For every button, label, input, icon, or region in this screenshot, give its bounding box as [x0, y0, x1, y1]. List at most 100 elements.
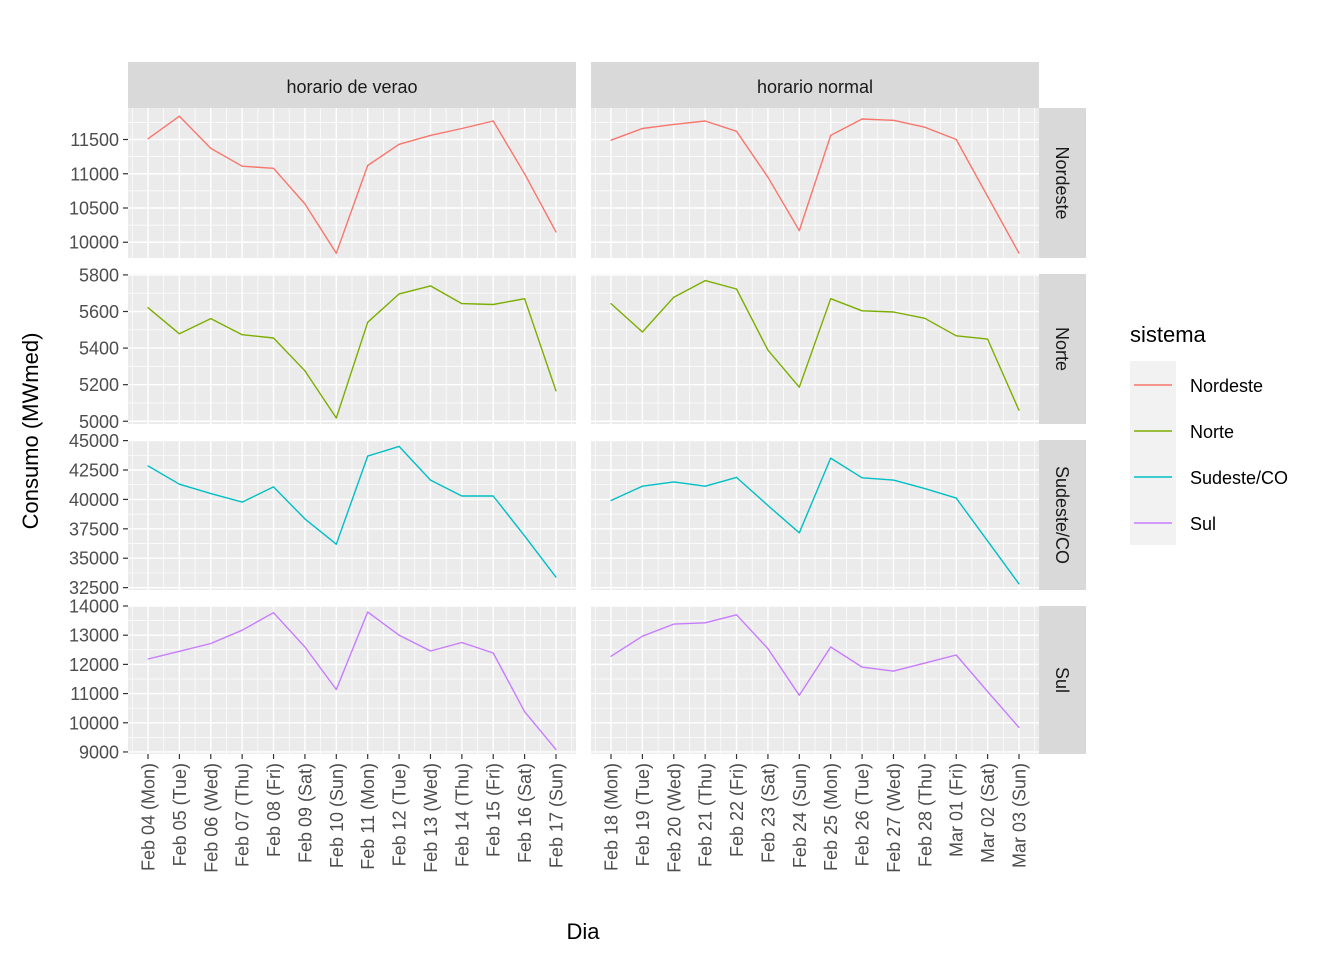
y-tick-label: 5400 — [79, 339, 119, 359]
data-point — [735, 130, 738, 132]
series-line-sul — [147, 611, 557, 751]
y-axis-sudeste-co: 32500 35000 37500 40000 42500 45000 — [69, 431, 128, 598]
legend-entries: Nordeste Norte Sudeste/CO Sul — [1134, 376, 1288, 534]
data-point — [673, 296, 675, 298]
strip-background — [591, 62, 1039, 108]
data-point — [987, 338, 989, 340]
data-point — [492, 495, 494, 497]
x-axis-title: Dia — [566, 919, 600, 944]
data-point — [178, 115, 180, 117]
data-point — [610, 139, 612, 141]
x-tick-label: Feb 20 (Wed) — [664, 763, 684, 873]
data-point — [398, 143, 400, 145]
data-point — [335, 688, 337, 691]
data-point — [429, 650, 432, 652]
x-tick-label: Feb 09 (Sat) — [295, 763, 315, 863]
data-point — [398, 445, 400, 447]
series-line-norte — [610, 279, 1020, 411]
x-tick-label: Mar 02 (Sat) — [978, 763, 998, 863]
data-point — [861, 310, 863, 312]
data-point — [367, 321, 369, 323]
legend-entry-nordeste: Nordeste — [1134, 376, 1263, 396]
panel-horario-normal-sul — [591, 605, 1039, 754]
x-tick-label: Feb 27 (Wed) — [884, 763, 904, 873]
strip-background — [1039, 108, 1086, 258]
legend-title: sistema — [1130, 322, 1207, 347]
x-tick-label: Feb 26 (Tue) — [853, 763, 873, 866]
strip-col-horario-normal: horario normal — [591, 62, 1039, 108]
data-point — [429, 479, 432, 481]
x-tick-label: Feb 11 (Mon) — [358, 763, 378, 870]
x-tick-label: Feb 16 (Sat) — [515, 763, 535, 863]
panel-horario-de-verao-nordeste — [128, 108, 576, 258]
data-point — [987, 195, 989, 197]
data-point — [367, 611, 369, 613]
legend-entry-norte: Norte — [1134, 422, 1234, 442]
x-tick-label: Feb 13 (Wed) — [421, 763, 441, 873]
strip-label: Norte — [1052, 327, 1072, 371]
data-point — [641, 331, 643, 333]
data-point — [767, 648, 769, 650]
data-point — [892, 119, 895, 121]
series-line-norte — [147, 285, 557, 419]
data-point — [735, 288, 738, 290]
data-point — [704, 622, 706, 624]
data-point — [610, 499, 612, 502]
data-point — [398, 293, 400, 295]
data-point — [555, 390, 557, 392]
data-point — [610, 655, 612, 657]
data-point — [524, 173, 526, 175]
data-point — [210, 493, 212, 495]
data-point — [555, 749, 557, 751]
x-tick-label: Feb 17 (Sun) — [547, 763, 567, 868]
y-tick-label: 10500 — [69, 199, 119, 219]
data-point — [272, 167, 275, 169]
x-tick-label: Feb 05 (Tue) — [170, 763, 190, 866]
panels — [128, 108, 1039, 754]
data-point — [704, 120, 706, 122]
legend-label: Sudeste/CO — [1190, 468, 1288, 488]
data-point — [704, 485, 706, 487]
data-point — [641, 127, 643, 130]
data-point — [492, 652, 494, 654]
y-tick-label: 5600 — [79, 302, 119, 322]
data-point — [492, 303, 494, 306]
strip-label: horario de verao — [286, 77, 417, 97]
x-tick-label: Mar 01 (Fri) — [947, 763, 967, 857]
data-point — [830, 457, 832, 459]
y-tick-label: 32500 — [69, 578, 119, 598]
legend-label: Norte — [1190, 422, 1234, 442]
data-point — [147, 138, 149, 140]
y-tick-label: 12000 — [69, 655, 119, 675]
strip-label: horario normal — [757, 77, 873, 97]
y-tick-label: 35000 — [69, 549, 119, 569]
data-point — [147, 658, 149, 660]
data-point — [429, 134, 432, 136]
panel-horario-normal-norte — [591, 274, 1039, 424]
data-point — [830, 298, 832, 300]
series-line-nordeste — [147, 115, 557, 254]
data-point — [335, 252, 337, 254]
strip-label: Sul — [1052, 667, 1072, 693]
legend-label: Sul — [1190, 514, 1216, 534]
panel-horario-normal-sudeste-co — [591, 439, 1039, 590]
strip-label: Sudeste/CO — [1052, 466, 1072, 564]
legend: sistema Nordeste Norte Sudeste/CO Sul — [1130, 322, 1288, 545]
data-point — [241, 501, 243, 503]
y-tick-label: 42500 — [69, 461, 119, 481]
data-point — [830, 134, 832, 136]
data-point — [641, 635, 643, 637]
data-point — [1018, 409, 1020, 411]
data-point — [524, 711, 526, 713]
data-point — [335, 543, 337, 545]
data-point — [304, 203, 306, 205]
y-tick-label: 10000 — [69, 713, 119, 733]
data-point — [272, 612, 275, 614]
data-point — [673, 123, 675, 126]
y-tick-label: 5000 — [79, 412, 119, 432]
strip-row-sul: Sul — [1039, 606, 1086, 754]
data-point — [492, 120, 494, 122]
y-tick-label: 40000 — [69, 490, 119, 510]
data-point — [704, 279, 706, 282]
